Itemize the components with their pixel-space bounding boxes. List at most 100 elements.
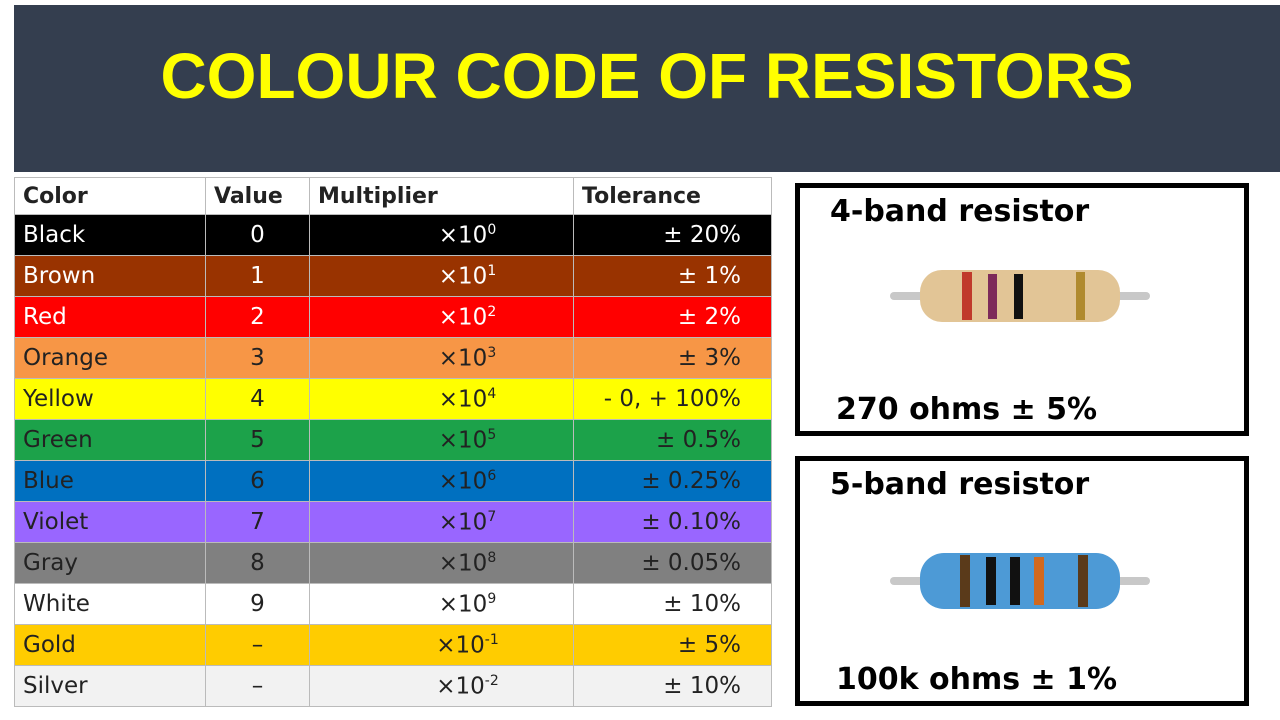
value-cell: 9 (205, 583, 310, 625)
multiplier-exponent: 6 (487, 467, 497, 484)
multiplier-base: ×10 (436, 632, 485, 659)
multiplier-exponent: 0 (487, 221, 497, 238)
color-cell: White (14, 583, 206, 625)
value-cell: – (205, 624, 310, 666)
tolerance-cell: ± 10% (573, 665, 772, 707)
value-cell: 5 (205, 419, 310, 461)
tolerance-cell: ± 10% (573, 583, 772, 625)
multiplier-base: ×10 (438, 509, 488, 536)
multiplier-exponent: 4 (487, 385, 497, 402)
column-header: Multiplier (309, 177, 574, 215)
multiplier-cell: ×104 (309, 378, 574, 420)
table-row: Violet 7 ×107 ± 0.10% (14, 501, 772, 543)
table-row: Blue 6 ×106 ± 0.25% (14, 460, 772, 502)
multiplier-exponent: 3 (487, 344, 497, 361)
value-cell: 2 (205, 296, 310, 338)
table-row: Green 5 ×105 ± 0.5% (14, 419, 772, 461)
tolerance-cell: ± 20% (573, 214, 772, 256)
color-cell: Yellow (14, 378, 206, 420)
table-row: Black 0 ×100 ± 20% (14, 214, 772, 256)
value-cell: 4 (205, 378, 310, 420)
panel-title: 4-band resistor (830, 194, 1090, 229)
value-cell: 7 (205, 501, 310, 543)
tolerance-cell: ± 0.5% (573, 419, 772, 461)
multiplier-cell: ×101 (309, 255, 574, 297)
value-cell: 8 (205, 542, 310, 584)
title: COLOUR CODE OF RESISTORS (160, 40, 1134, 112)
multiplier-exponent: 1 (487, 262, 497, 279)
tolerance-cell: ± 3% (573, 337, 772, 379)
panel-title: 5-band resistor (830, 467, 1090, 502)
panel: 5-band resistor 100k ohms ± 1% (795, 456, 1249, 706)
multiplier-cell: ×10-2 (309, 665, 574, 707)
multiplier-cell: ×102 (309, 296, 574, 338)
multiplier-base: ×10 (438, 386, 488, 413)
color-cell: Blue (14, 460, 206, 502)
tolerance-cell: ± 2% (573, 296, 772, 338)
multiplier-exponent: 2 (487, 303, 497, 320)
column-header: Color (14, 177, 206, 215)
multiplier-cell: ×107 (309, 501, 574, 543)
value-cell: 0 (205, 214, 310, 256)
panel-caption: 100k ohms ± 1% (836, 662, 1118, 697)
table-row: Gray 8 ×108 ± 0.05% (14, 542, 772, 584)
value-cell: 6 (205, 460, 310, 502)
multiplier-base: ×10 (438, 222, 488, 249)
multiplier-base: ×10 (438, 263, 488, 290)
multiplier-cell: ×108 (309, 542, 574, 584)
table-row: White 9 ×109 ± 10% (14, 583, 772, 625)
value-cell: – (205, 665, 310, 707)
multiplier-cell: ×10-1 (309, 624, 574, 666)
resistor-5band (890, 553, 1150, 609)
multiplier-base: ×10 (436, 673, 485, 700)
multiplier-cell: ×105 (309, 419, 574, 461)
panel: 4-band resistor 270 ohms ± 5% (795, 183, 1249, 436)
table-row: Orange 3 ×103 ± 3% (14, 337, 772, 379)
tolerance-cell: ± 0.25% (573, 460, 772, 502)
tolerance-cell: ± 1% (573, 255, 772, 297)
color-cell: Brown (14, 255, 206, 297)
multiplier-exponent: 9 (487, 590, 497, 607)
color-table: Color Value Multiplier Tolerance Black 0 ×100… (14, 177, 772, 707)
header-row: Color Value Multiplier Tolerance (14, 177, 772, 215)
multiplier-base: ×10 (438, 468, 488, 495)
table-row: Silver – ×10-2 ± 10% (14, 665, 772, 707)
column-header: Tolerance (573, 177, 772, 215)
color-cell: Gray (14, 542, 206, 584)
table-row: Yellow 4 ×104- 0, + 100% (14, 378, 772, 420)
tolerance-cell: ± 0.10% (573, 501, 772, 543)
color-cell: Gold (14, 624, 206, 666)
multiplier-exponent: -2 (484, 672, 499, 689)
tolerance-cell: - 0, + 100% (573, 378, 772, 420)
multiplier-base: ×10 (438, 591, 488, 618)
table-row: Red 2 ×102 ± 2% (14, 296, 772, 338)
color-cell: Silver (14, 665, 206, 707)
resistor-4band (890, 270, 1150, 322)
table-row: Brown 1 ×101 ± 1% (14, 255, 772, 297)
color-cell: Red (14, 296, 206, 338)
header: COLOUR CODE OF RESISTORS (14, 5, 1280, 172)
panel-caption: 270 ohms ± 5% (836, 392, 1098, 427)
multiplier-cell: ×103 (309, 337, 574, 379)
multiplier-exponent: 8 (487, 549, 497, 566)
multiplier-base: ×10 (438, 304, 488, 331)
table-row: Gold – ×10-1 ± 5% (14, 624, 772, 666)
multiplier-exponent: -1 (484, 631, 499, 648)
multiplier-base: ×10 (438, 550, 488, 577)
color-cell: Violet (14, 501, 206, 543)
value-cell: 3 (205, 337, 310, 379)
multiplier-exponent: 7 (487, 508, 497, 525)
multiplier-cell: ×100 (309, 214, 574, 256)
multiplier-base: ×10 (438, 345, 488, 372)
tolerance-cell: ± 0.05% (573, 542, 772, 584)
color-cell: Orange (14, 337, 206, 379)
color-cell: Green (14, 419, 206, 461)
tolerance-cell: ± 5% (573, 624, 772, 666)
multiplier-cell: ×106 (309, 460, 574, 502)
column-header: Value (205, 177, 310, 215)
multiplier-base: ×10 (438, 427, 488, 454)
multiplier-exponent: 5 (487, 426, 497, 443)
value-cell: 1 (205, 255, 310, 297)
multiplier-cell: ×109 (309, 583, 574, 625)
